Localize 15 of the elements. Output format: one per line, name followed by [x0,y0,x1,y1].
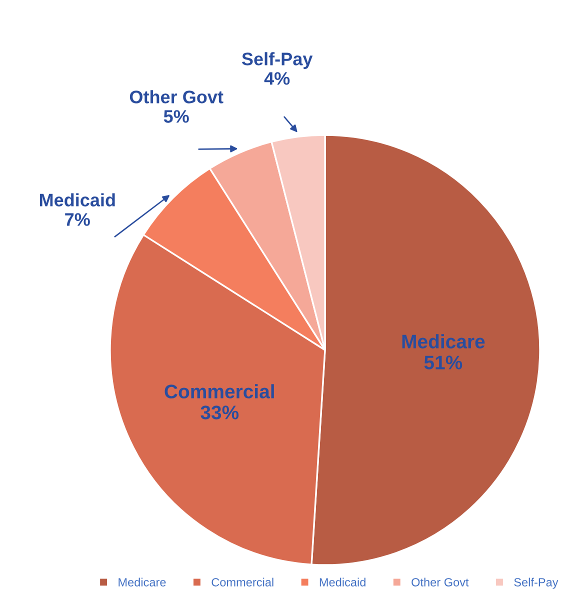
legend-label: Other Govt [412,578,469,586]
slice-label: Other Govt [130,90,224,104]
legend-label: Commercial [212,578,274,586]
legend-label: Medicaid [320,578,366,586]
data-label: 4% [264,72,290,85]
data-label: 33% [200,406,239,420]
slice-label: Self-Pay [242,52,313,69]
data-label: 51% [424,356,462,370]
legend-label: Medicare [118,578,166,586]
slice-label: Medicare [402,334,485,348]
slice-label: Medicaid [40,193,115,206]
data-label: 5% [164,110,189,123]
legend-label: Self-Pay [514,578,558,589]
slice-label: Commercial [164,384,274,398]
data-label: 7% [65,213,90,226]
